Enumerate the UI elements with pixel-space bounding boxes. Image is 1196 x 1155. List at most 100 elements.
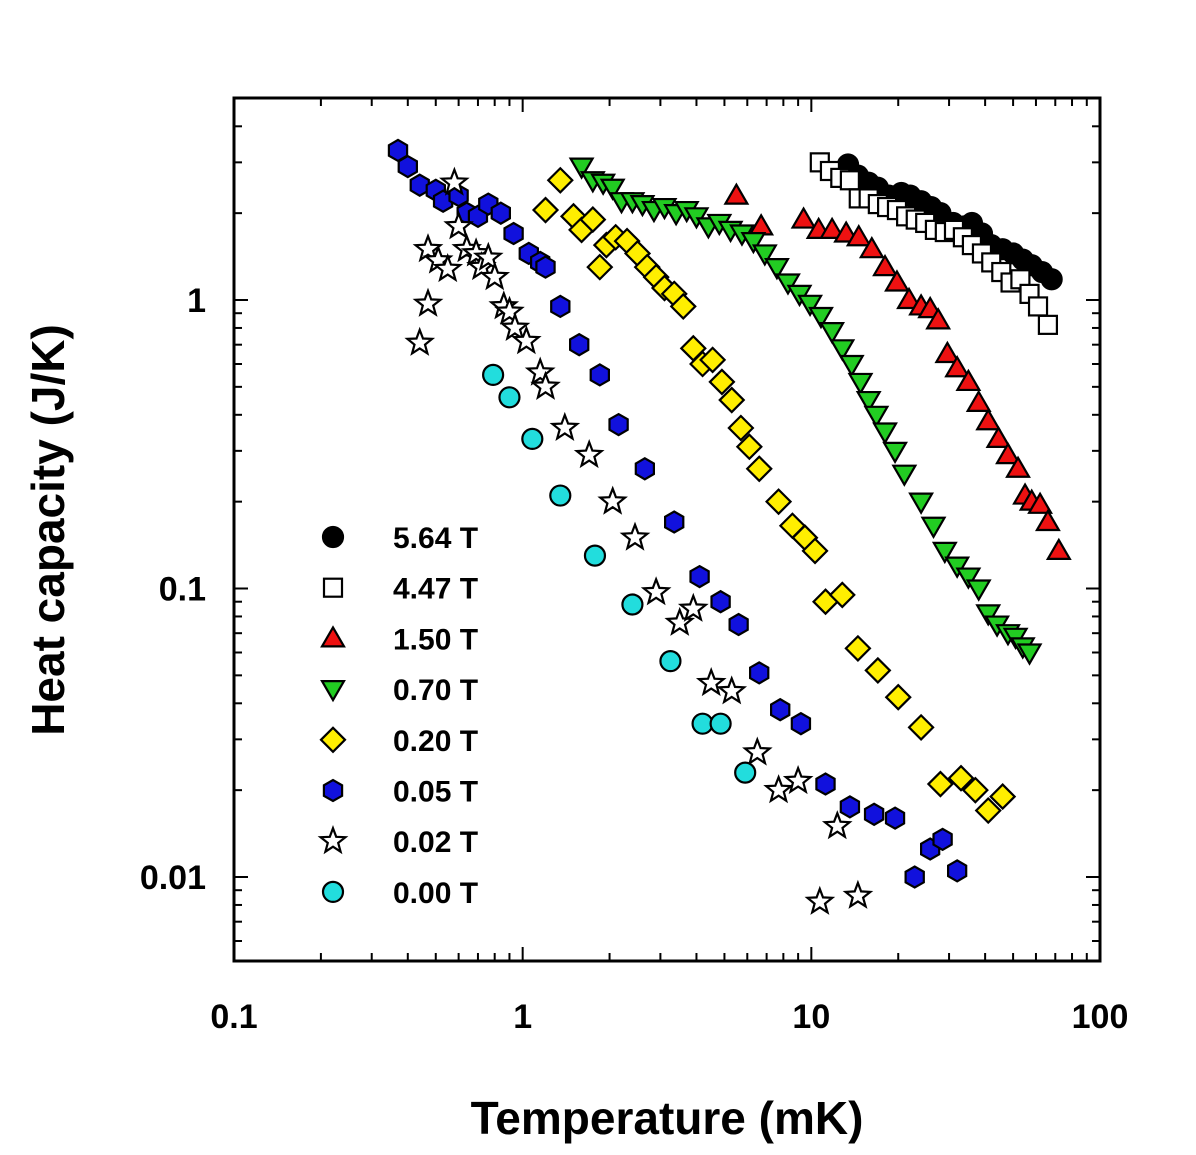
data-point <box>1027 491 1053 514</box>
data-point <box>503 221 524 246</box>
data-point <box>659 650 682 673</box>
data-point <box>995 441 1021 465</box>
legend-entry: 0.02 T <box>317 825 478 859</box>
data-point <box>863 405 890 429</box>
data-point <box>839 170 860 191</box>
data-point <box>550 294 571 319</box>
data-point <box>765 488 793 516</box>
data-point <box>728 612 749 637</box>
data-point <box>494 295 525 325</box>
data-point <box>546 166 574 194</box>
data-point <box>745 455 773 483</box>
data-point <box>549 484 572 507</box>
data-point <box>1040 268 1063 291</box>
data-point <box>975 604 1002 627</box>
data-point <box>432 253 464 283</box>
data-point <box>775 273 801 296</box>
data-point <box>828 581 856 609</box>
data-point <box>908 492 934 515</box>
legend-marker <box>317 825 349 855</box>
data-point <box>896 286 922 310</box>
data-point <box>677 592 709 622</box>
data-point <box>479 261 511 291</box>
data-point <box>965 579 992 602</box>
legend-entry: 0.70 T <box>320 674 478 707</box>
y-tick-label: 0.1 <box>159 571 206 609</box>
data-point <box>597 485 628 515</box>
legend-label: 0.05 T <box>393 776 478 809</box>
data-point <box>742 736 773 766</box>
data-point <box>1005 455 1031 478</box>
data-point <box>579 206 607 234</box>
data-point <box>925 307 952 330</box>
data-point <box>804 885 836 915</box>
data-point <box>1016 643 1043 666</box>
legend-marker <box>320 679 346 703</box>
data-point <box>443 210 474 240</box>
series-0-05-t <box>387 138 968 889</box>
data-markers <box>387 138 1072 915</box>
data-point <box>490 201 511 225</box>
data-point <box>1045 537 1072 560</box>
series-0-70-t <box>568 157 1043 666</box>
data-point <box>934 340 961 364</box>
legend-entry: 0.00 T <box>321 877 478 910</box>
data-point <box>838 354 865 378</box>
legend-marker <box>321 525 345 549</box>
data-point <box>842 879 874 909</box>
x-tick-label: 0.1 <box>210 998 257 1036</box>
data-point <box>821 810 853 840</box>
data-point <box>710 589 731 614</box>
data-point <box>944 355 971 378</box>
data-point <box>621 593 644 616</box>
y-tick-label: 1 <box>187 282 206 320</box>
data-point <box>944 556 971 579</box>
data-point <box>727 414 755 442</box>
data-point <box>530 370 561 400</box>
data-point <box>920 516 947 539</box>
legend-entry: 0.05 T <box>322 776 478 809</box>
data-point <box>619 521 651 551</box>
series-4-47-t <box>809 152 1059 335</box>
axis-ticks <box>234 98 1100 961</box>
data-point <box>808 306 834 330</box>
x-tick-label: 100 <box>1072 998 1129 1036</box>
data-point <box>845 224 872 247</box>
data-point <box>947 764 975 792</box>
data-point <box>955 567 982 590</box>
data-point <box>955 368 982 392</box>
series-1-50-t <box>723 182 1072 560</box>
legend-label: 0.70 T <box>393 674 478 707</box>
data-point <box>521 427 544 451</box>
data-point <box>735 433 763 461</box>
data-point <box>769 697 791 722</box>
data-point <box>734 761 757 784</box>
data-point <box>847 372 874 396</box>
series-0-00-t <box>482 363 757 784</box>
legend-label: 1.50 T <box>393 623 478 656</box>
data-point <box>989 783 1017 811</box>
legend-entry: 4.47 T <box>322 573 478 606</box>
plot-frame <box>232 96 1102 963</box>
data-point <box>634 457 656 481</box>
data-point <box>931 541 958 565</box>
data-point <box>499 311 531 342</box>
legend: 5.64 T 4.47 T 1.50 T 0.70 T 0.20 T 0.05 T 0.02… <box>317 522 478 910</box>
data-point <box>599 178 626 201</box>
data-point <box>932 827 953 852</box>
legend-marker <box>321 880 345 904</box>
data-point <box>974 796 1002 825</box>
data-point <box>589 363 611 387</box>
data-point <box>872 253 898 277</box>
data-point <box>748 661 770 685</box>
data-point <box>699 346 727 374</box>
x-tick-label: 1 <box>513 998 532 1036</box>
legend-marker <box>322 778 344 803</box>
data-point <box>568 157 595 180</box>
data-point <box>669 292 697 320</box>
data-point <box>439 166 470 196</box>
data-point <box>801 537 829 565</box>
data-point <box>531 196 560 224</box>
series-0-02-t <box>404 166 874 915</box>
